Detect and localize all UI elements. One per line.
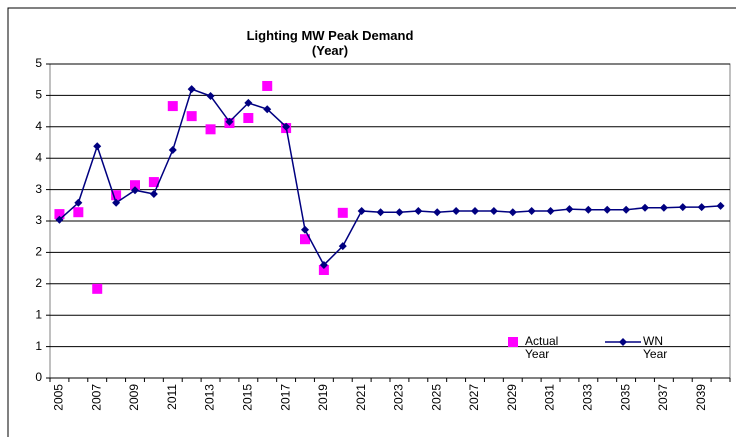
x-tick-label: 2019 — [316, 384, 330, 411]
marker — [471, 206, 479, 215]
x-tick-label: 2007 — [89, 384, 103, 411]
marker — [489, 206, 498, 215]
marker — [659, 203, 668, 212]
marker — [584, 205, 593, 214]
y-tick-label: 1 — [35, 307, 42, 321]
marker — [376, 208, 385, 217]
x-tick-label: 2023 — [392, 384, 406, 411]
marker — [74, 198, 83, 207]
marker — [244, 98, 253, 107]
y-tick-label: 2 — [35, 245, 42, 259]
x-tick-label: 2033 — [581, 384, 595, 411]
marker — [619, 338, 627, 346]
x-tick-label: 2015 — [241, 384, 255, 411]
marker — [622, 205, 631, 214]
marker — [319, 260, 328, 269]
marker — [318, 264, 329, 275]
marker — [92, 283, 103, 294]
y-tick-label: 5 — [35, 56, 42, 70]
marker — [186, 111, 197, 122]
marker — [243, 113, 254, 124]
marker — [395, 208, 404, 217]
marker — [130, 180, 140, 191]
chart-frame — [7, 7, 736, 437]
marker — [111, 190, 122, 201]
marker — [112, 198, 121, 207]
marker — [301, 225, 309, 234]
y-tick-label: 4 — [35, 119, 42, 133]
x-tick-label: 2011 — [165, 384, 179, 410]
marker — [678, 203, 687, 212]
marker — [433, 208, 442, 217]
marker — [282, 122, 291, 131]
marker — [508, 208, 517, 217]
x-tick-label: 2031 — [543, 384, 557, 411]
marker — [414, 206, 423, 215]
marker — [716, 201, 725, 210]
marker — [206, 92, 215, 101]
marker — [168, 146, 177, 155]
marker — [357, 206, 366, 215]
x-tick-label: 2029 — [505, 384, 519, 411]
x-tick-label: 2017 — [278, 384, 292, 411]
x-tick-label: 2039 — [694, 384, 708, 411]
marker — [546, 206, 555, 215]
marker — [131, 186, 139, 195]
marker — [603, 205, 612, 214]
y-tick-label: 1 — [35, 339, 42, 353]
x-tick-label: 2027 — [467, 384, 481, 411]
y-tick-label: 5 — [35, 88, 42, 102]
marker — [187, 85, 196, 94]
marker — [54, 209, 65, 220]
marker — [167, 101, 178, 112]
y-tick-label: 0 — [35, 370, 42, 384]
chart-title: Lighting MW Peak Demand — [246, 28, 414, 43]
x-tick-label: 2005 — [52, 384, 66, 411]
y-tick-label: 3 — [35, 182, 42, 196]
y-tick-label: 2 — [35, 276, 42, 290]
chart-subtitle: (Year) — [311, 43, 349, 58]
x-tick-label: 2035 — [618, 384, 632, 411]
marker — [225, 117, 234, 126]
marker — [565, 205, 574, 214]
marker — [149, 189, 158, 198]
y-tick-label: 3 — [35, 213, 42, 227]
x-tick-label: 2009 — [127, 384, 141, 411]
legend-label: Actual Year — [525, 334, 559, 361]
x-tick-label: 2013 — [203, 384, 217, 411]
y-tick-label: 4 — [35, 150, 42, 164]
marker — [337, 207, 348, 218]
marker — [263, 105, 272, 114]
marker — [73, 207, 84, 218]
x-tick-label: 2037 — [656, 384, 670, 411]
marker — [338, 242, 347, 251]
marker — [508, 337, 518, 347]
marker — [93, 142, 102, 151]
marker — [527, 206, 536, 215]
x-tick-label: 2021 — [354, 384, 368, 411]
marker — [452, 206, 461, 215]
marker — [300, 234, 310, 245]
marker — [55, 215, 64, 224]
marker — [697, 203, 706, 212]
series-line — [58, 88, 721, 267]
marker — [205, 124, 216, 135]
x-tick-label: 2025 — [429, 384, 443, 411]
marker — [262, 80, 273, 91]
marker — [641, 203, 649, 212]
legend-label: WN Year — [643, 334, 668, 361]
marker — [148, 177, 159, 188]
